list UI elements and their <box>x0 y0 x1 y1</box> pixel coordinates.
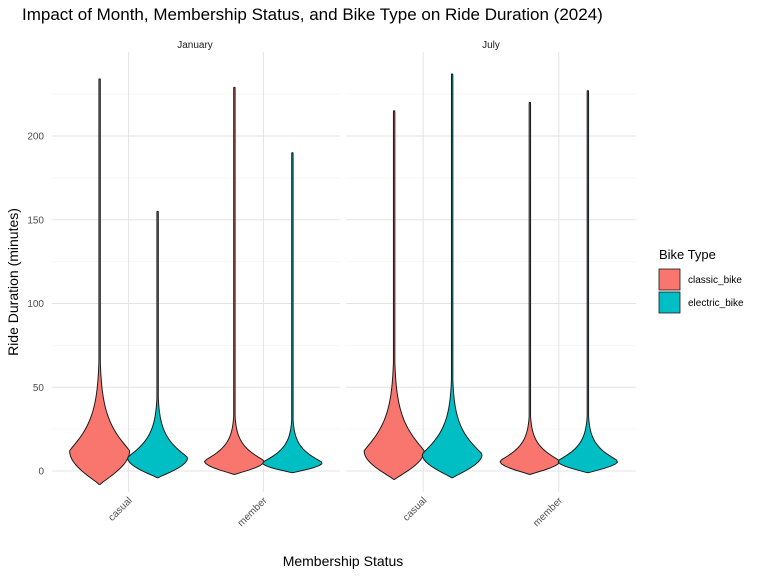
x-axis-title: Membership Status <box>283 553 404 569</box>
y-tick-label: 0 <box>38 467 44 478</box>
violin-january-member-classic-bike <box>203 86 265 475</box>
y-axis-title: Ride Duration (minutes) <box>5 208 21 356</box>
violin-july-member-classic-bike <box>499 102 561 475</box>
x-tick-label: member <box>531 495 565 529</box>
legend-title: Bike Type <box>659 247 716 262</box>
violin-january-casual-classic-bike <box>69 78 130 485</box>
violins <box>69 73 619 485</box>
violin-january-casual-electric-bike <box>127 210 189 479</box>
y-axis-ticks: 0 50 100 150 200 <box>27 132 44 478</box>
y-tick-label: 150 <box>27 215 44 226</box>
chart-title: Impact of Month, Membership Status, and … <box>22 5 603 24</box>
violin-july-casual-classic-bike <box>363 110 425 480</box>
facet-label-july: July <box>482 40 500 51</box>
legend: Bike Type classic_bike electric_bike <box>658 247 744 314</box>
grid-lines <box>52 52 636 492</box>
violin-july-member-electric-bike <box>557 90 619 474</box>
facet-label-january: January <box>177 40 213 51</box>
x-tick-label: member <box>236 495 270 529</box>
x-tick-label: casual <box>107 495 135 523</box>
legend-label-classic-bike: classic_bike <box>688 275 742 286</box>
legend-swatch-classic-bike <box>658 268 681 291</box>
x-tick-label: casual <box>401 495 429 523</box>
y-tick-label: 50 <box>33 383 45 394</box>
y-tick-label: 100 <box>27 299 44 310</box>
x-axis-ticks: casual member casual member <box>107 495 566 529</box>
legend-swatch-electric-bike <box>658 291 681 314</box>
violin-july-casual-electric-bike <box>421 73 483 479</box>
violin-january-member-electric-bike <box>262 152 323 474</box>
legend-label-electric-bike: electric_bike <box>688 298 744 309</box>
y-tick-label: 200 <box>27 132 44 143</box>
